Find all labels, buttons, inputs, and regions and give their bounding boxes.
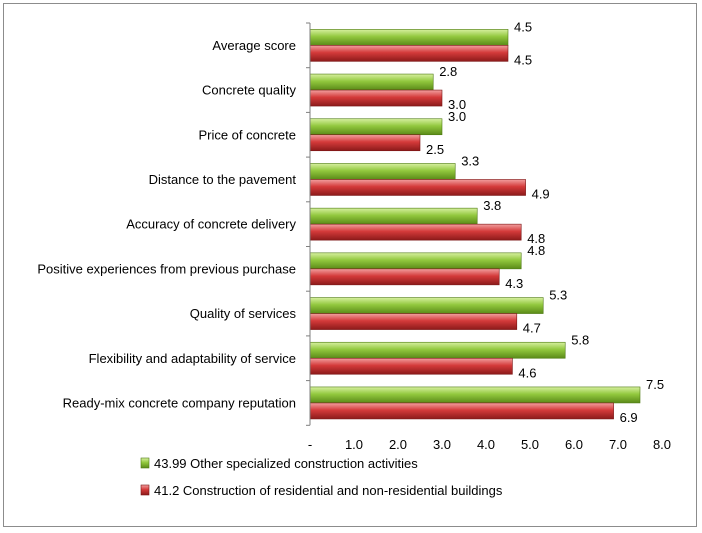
data-label: 3.0: [448, 109, 466, 124]
category-label: Accuracy of concrete delivery: [126, 217, 296, 232]
bar-green: [309, 29, 509, 46]
category-label: Quality of services: [190, 306, 297, 321]
bar-red: [309, 313, 518, 330]
data-label: 5.3: [549, 288, 567, 303]
data-label: 5.8: [571, 332, 589, 347]
legend-swatch: [140, 457, 150, 469]
bar-red: [309, 357, 513, 375]
bar-red: [309, 268, 500, 286]
data-label: 3.3: [461, 153, 479, 168]
data-label: 4.6: [518, 365, 536, 380]
bar-green: [309, 297, 544, 314]
bar-green: [309, 118, 443, 136]
x-tick-label: 5.0: [521, 437, 539, 452]
bar-red: [309, 179, 526, 196]
bar-green: [309, 163, 456, 180]
bar-green: [309, 341, 566, 359]
x-tick-label: 6.0: [565, 437, 583, 452]
data-label: 4.8: [527, 231, 545, 246]
data-label: 4.5: [514, 19, 532, 34]
bar-green: [309, 252, 522, 270]
data-label: 7.5: [646, 377, 664, 392]
x-tick-label: -: [308, 437, 312, 452]
x-tick-label: 3.0: [433, 437, 451, 452]
data-label: 3.8: [483, 198, 501, 213]
x-tick-label: 1.0: [345, 437, 363, 452]
bar-red: [309, 223, 522, 241]
x-tick-label: 4.0: [477, 437, 495, 452]
category-label: Distance to the pavement: [149, 172, 297, 187]
bar-red: [309, 89, 443, 107]
category-label: Flexibility and adaptability of service: [89, 351, 296, 366]
bar-red: [309, 134, 421, 152]
legend-swatch: [140, 484, 150, 496]
plot-area: Average score 4.5 4.5 Concrete quality 2.8 3.…: [37, 19, 671, 452]
data-label: 3.0: [448, 97, 466, 112]
data-label: 2.5: [426, 142, 444, 157]
x-tick-label: 8.0: [653, 437, 671, 452]
data-label: 4.8: [527, 243, 545, 258]
x-tick-label: 7.0: [609, 437, 627, 452]
category-label: Positive experiences from previous purch…: [37, 261, 296, 276]
legend: 43.99 Other specialized construction act…: [140, 456, 503, 498]
bar-red: [309, 402, 614, 420]
data-label: 2.8: [439, 64, 457, 79]
legend-label: 43.99 Other specialized construction act…: [154, 456, 418, 471]
category-label: Price of concrete: [198, 127, 296, 142]
bar-green: [309, 73, 434, 91]
bar-green: [309, 207, 478, 225]
bar-green: [309, 386, 641, 404]
category-label: Ready-mix concrete company reputation: [63, 395, 296, 410]
data-label: 6.9: [620, 410, 638, 425]
category-label: Concrete quality: [202, 83, 296, 98]
data-label: 4.9: [532, 186, 550, 201]
data-label: 4.7: [523, 321, 541, 336]
bar-red: [309, 45, 509, 62]
legend-label: 41.2 Construction of residential and non…: [154, 483, 503, 498]
data-label: 4.5: [514, 52, 532, 67]
data-label: 4.3: [505, 276, 523, 291]
category-label: Average score: [212, 38, 296, 53]
x-tick-label: 2.0: [389, 437, 407, 452]
